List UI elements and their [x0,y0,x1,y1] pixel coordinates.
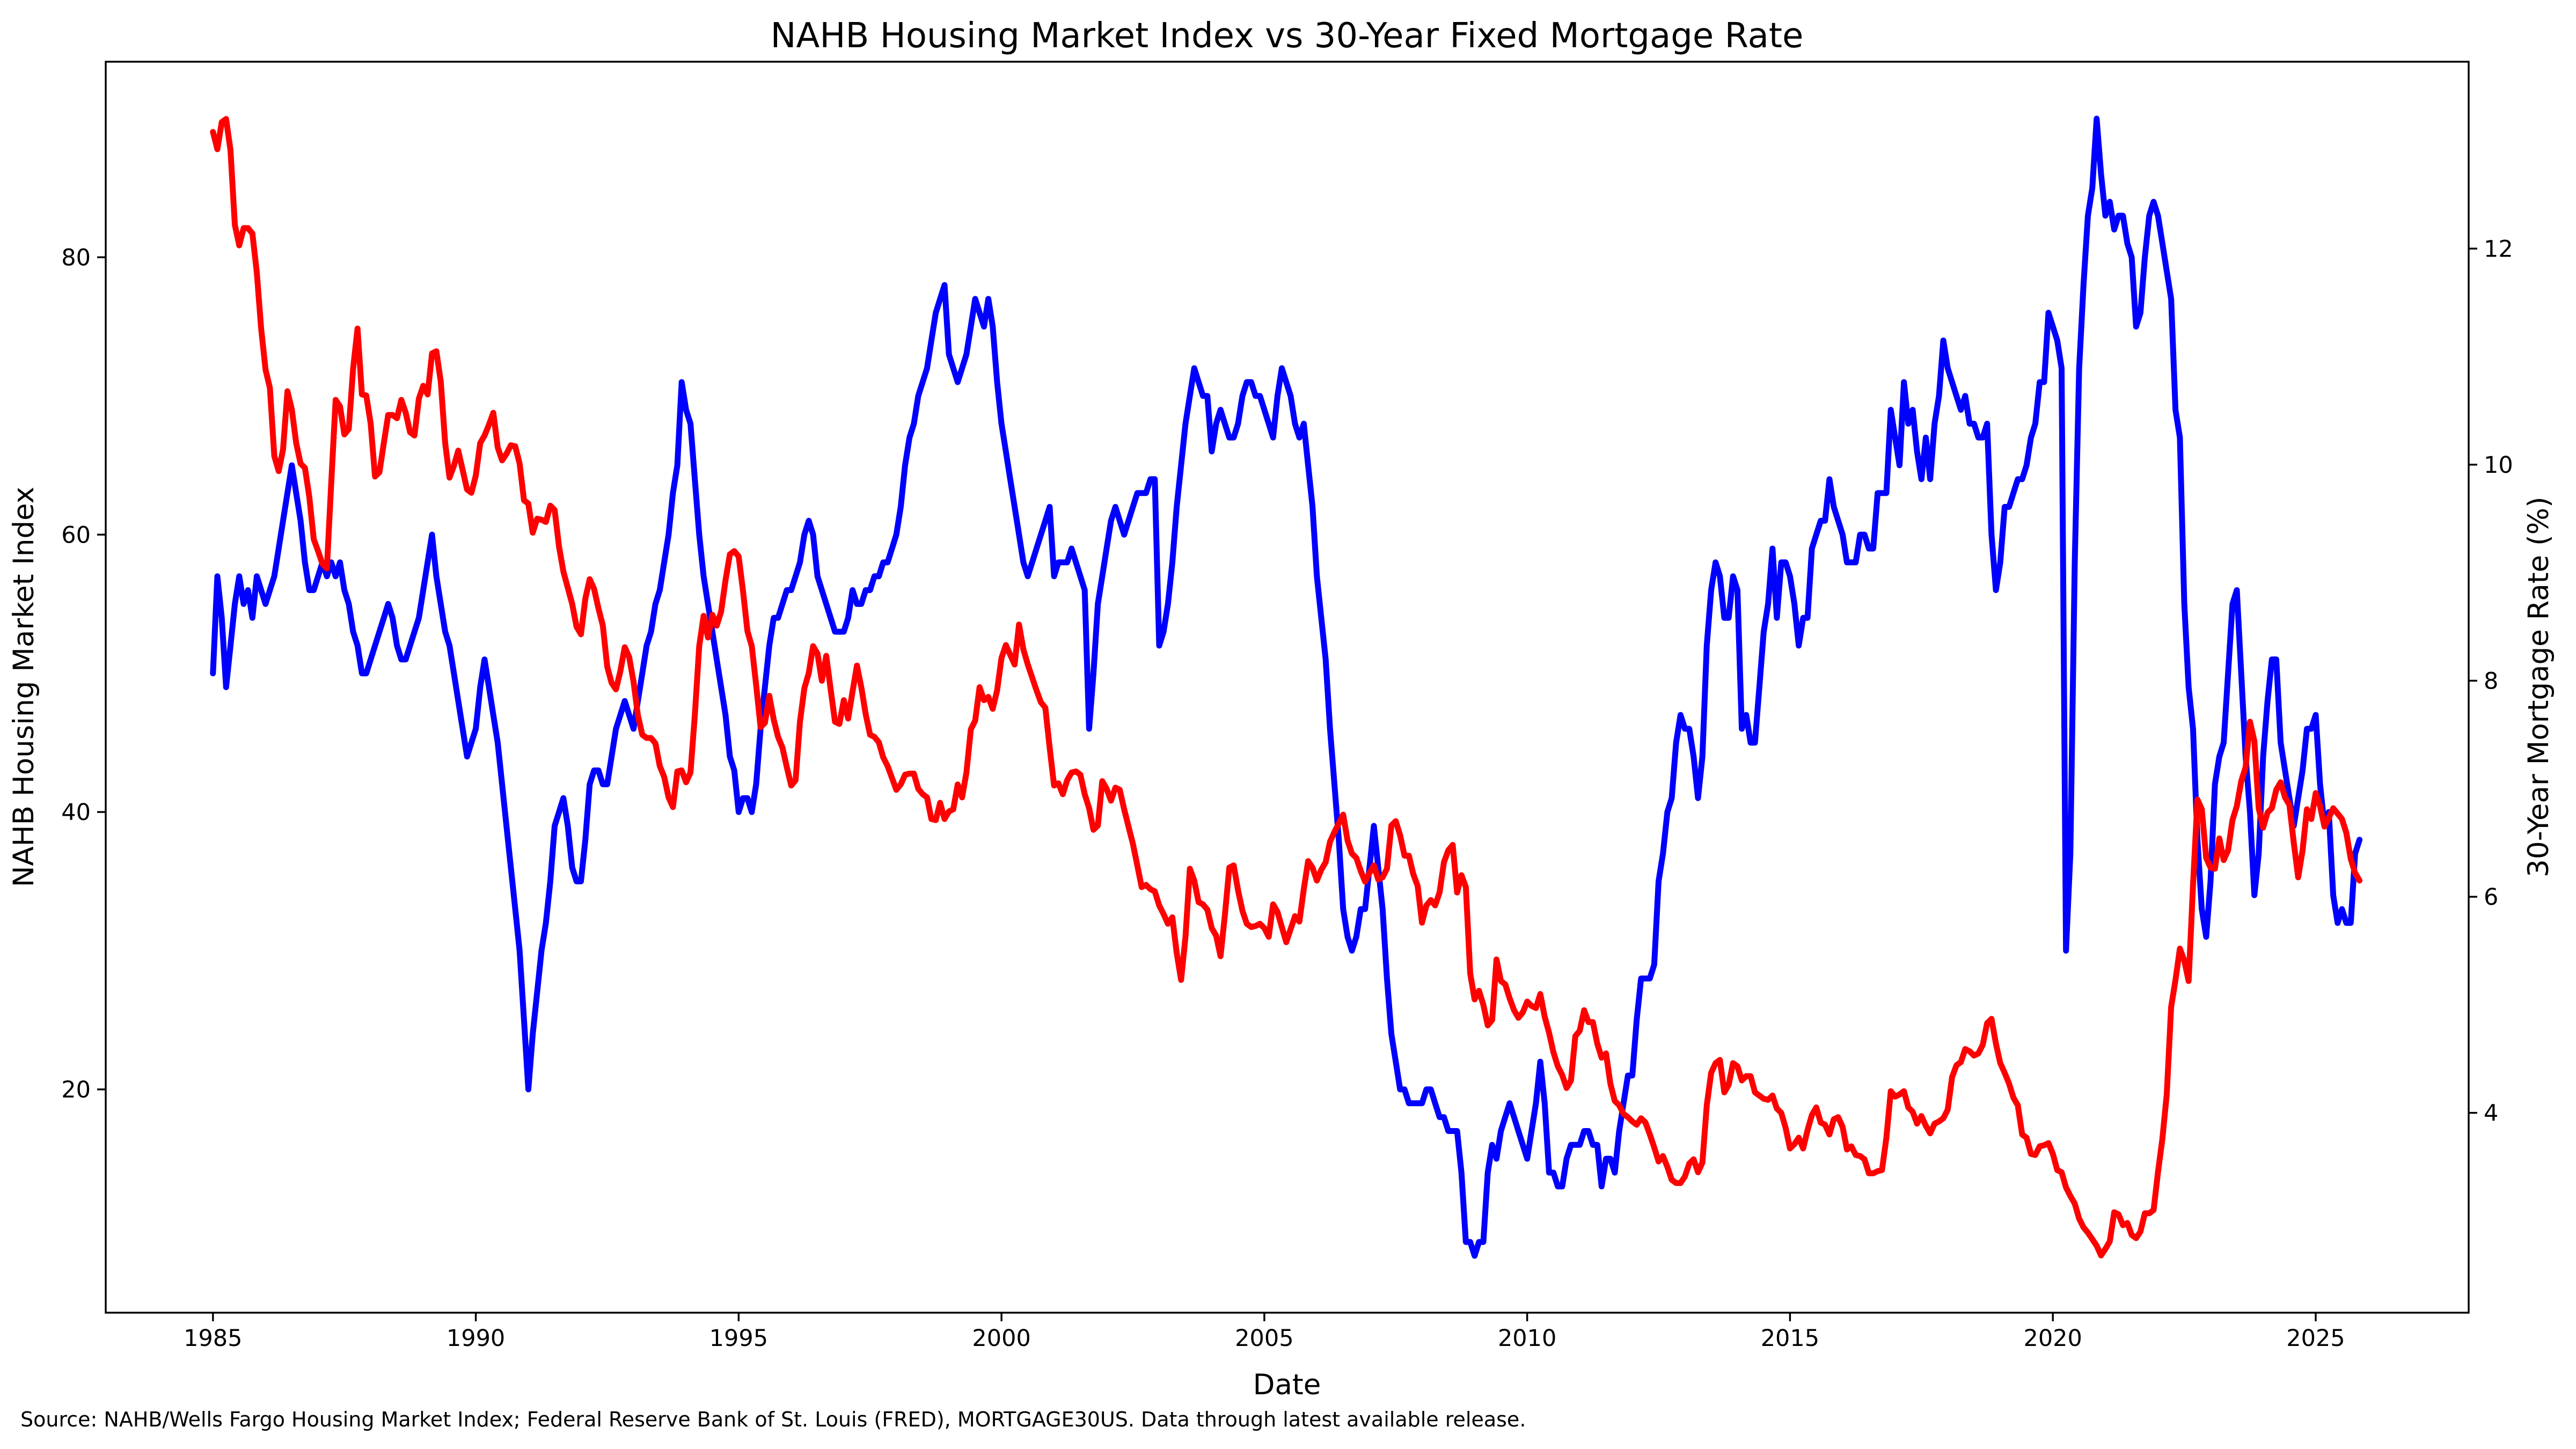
x-axis-label: Date [1253,1368,1321,1401]
x-tick-label: 2025 [2286,1325,2345,1352]
x-tick-label: 2010 [1498,1325,1556,1352]
axis-ticks-group: 1985 1990 1995 2000 2005 2010 2015 2020 2025 20 40… [61,236,2513,1352]
y-left-tick-label: 40 [61,799,91,826]
y-right-tick-label: 4 [2484,1100,2498,1127]
x-tick-label: 1985 [184,1325,242,1352]
x-tick-label: 1990 [447,1325,505,1352]
hmi-line-series [210,115,2363,1259]
y-axis-label-left: NAHB Housing Market Index [8,487,40,887]
y-axis-label-right: 30-Year Mortgage Rate (%) [2522,496,2555,877]
y-left-tick-label: 20 [61,1077,91,1103]
x-tick-label: 2020 [2023,1325,2082,1352]
x-tick-label: 2000 [972,1325,1030,1352]
mortgage-rate-line-series [210,116,2363,1258]
y-left-tick-label: 80 [61,244,91,271]
y-right-tick-label: 6 [2484,884,2498,911]
y-left-tick-label: 60 [61,522,91,548]
chart-title: NAHB Housing Market Index vs 30-Year Fix… [771,16,1804,56]
x-tick-label: 2005 [1235,1325,1293,1352]
source-note: Source: NAHB/Wells Fargo Housing Market … [20,1408,1526,1431]
plot-area-frame [105,61,2470,1314]
x-tick-label: 2015 [1761,1325,1819,1352]
y-right-tick-label: 8 [2484,668,2498,694]
y-right-tick-label: 10 [2484,452,2513,479]
y-right-tick-label: 12 [2484,236,2513,262]
x-tick-label: 1995 [709,1325,768,1352]
line-series-group [210,115,2363,1259]
